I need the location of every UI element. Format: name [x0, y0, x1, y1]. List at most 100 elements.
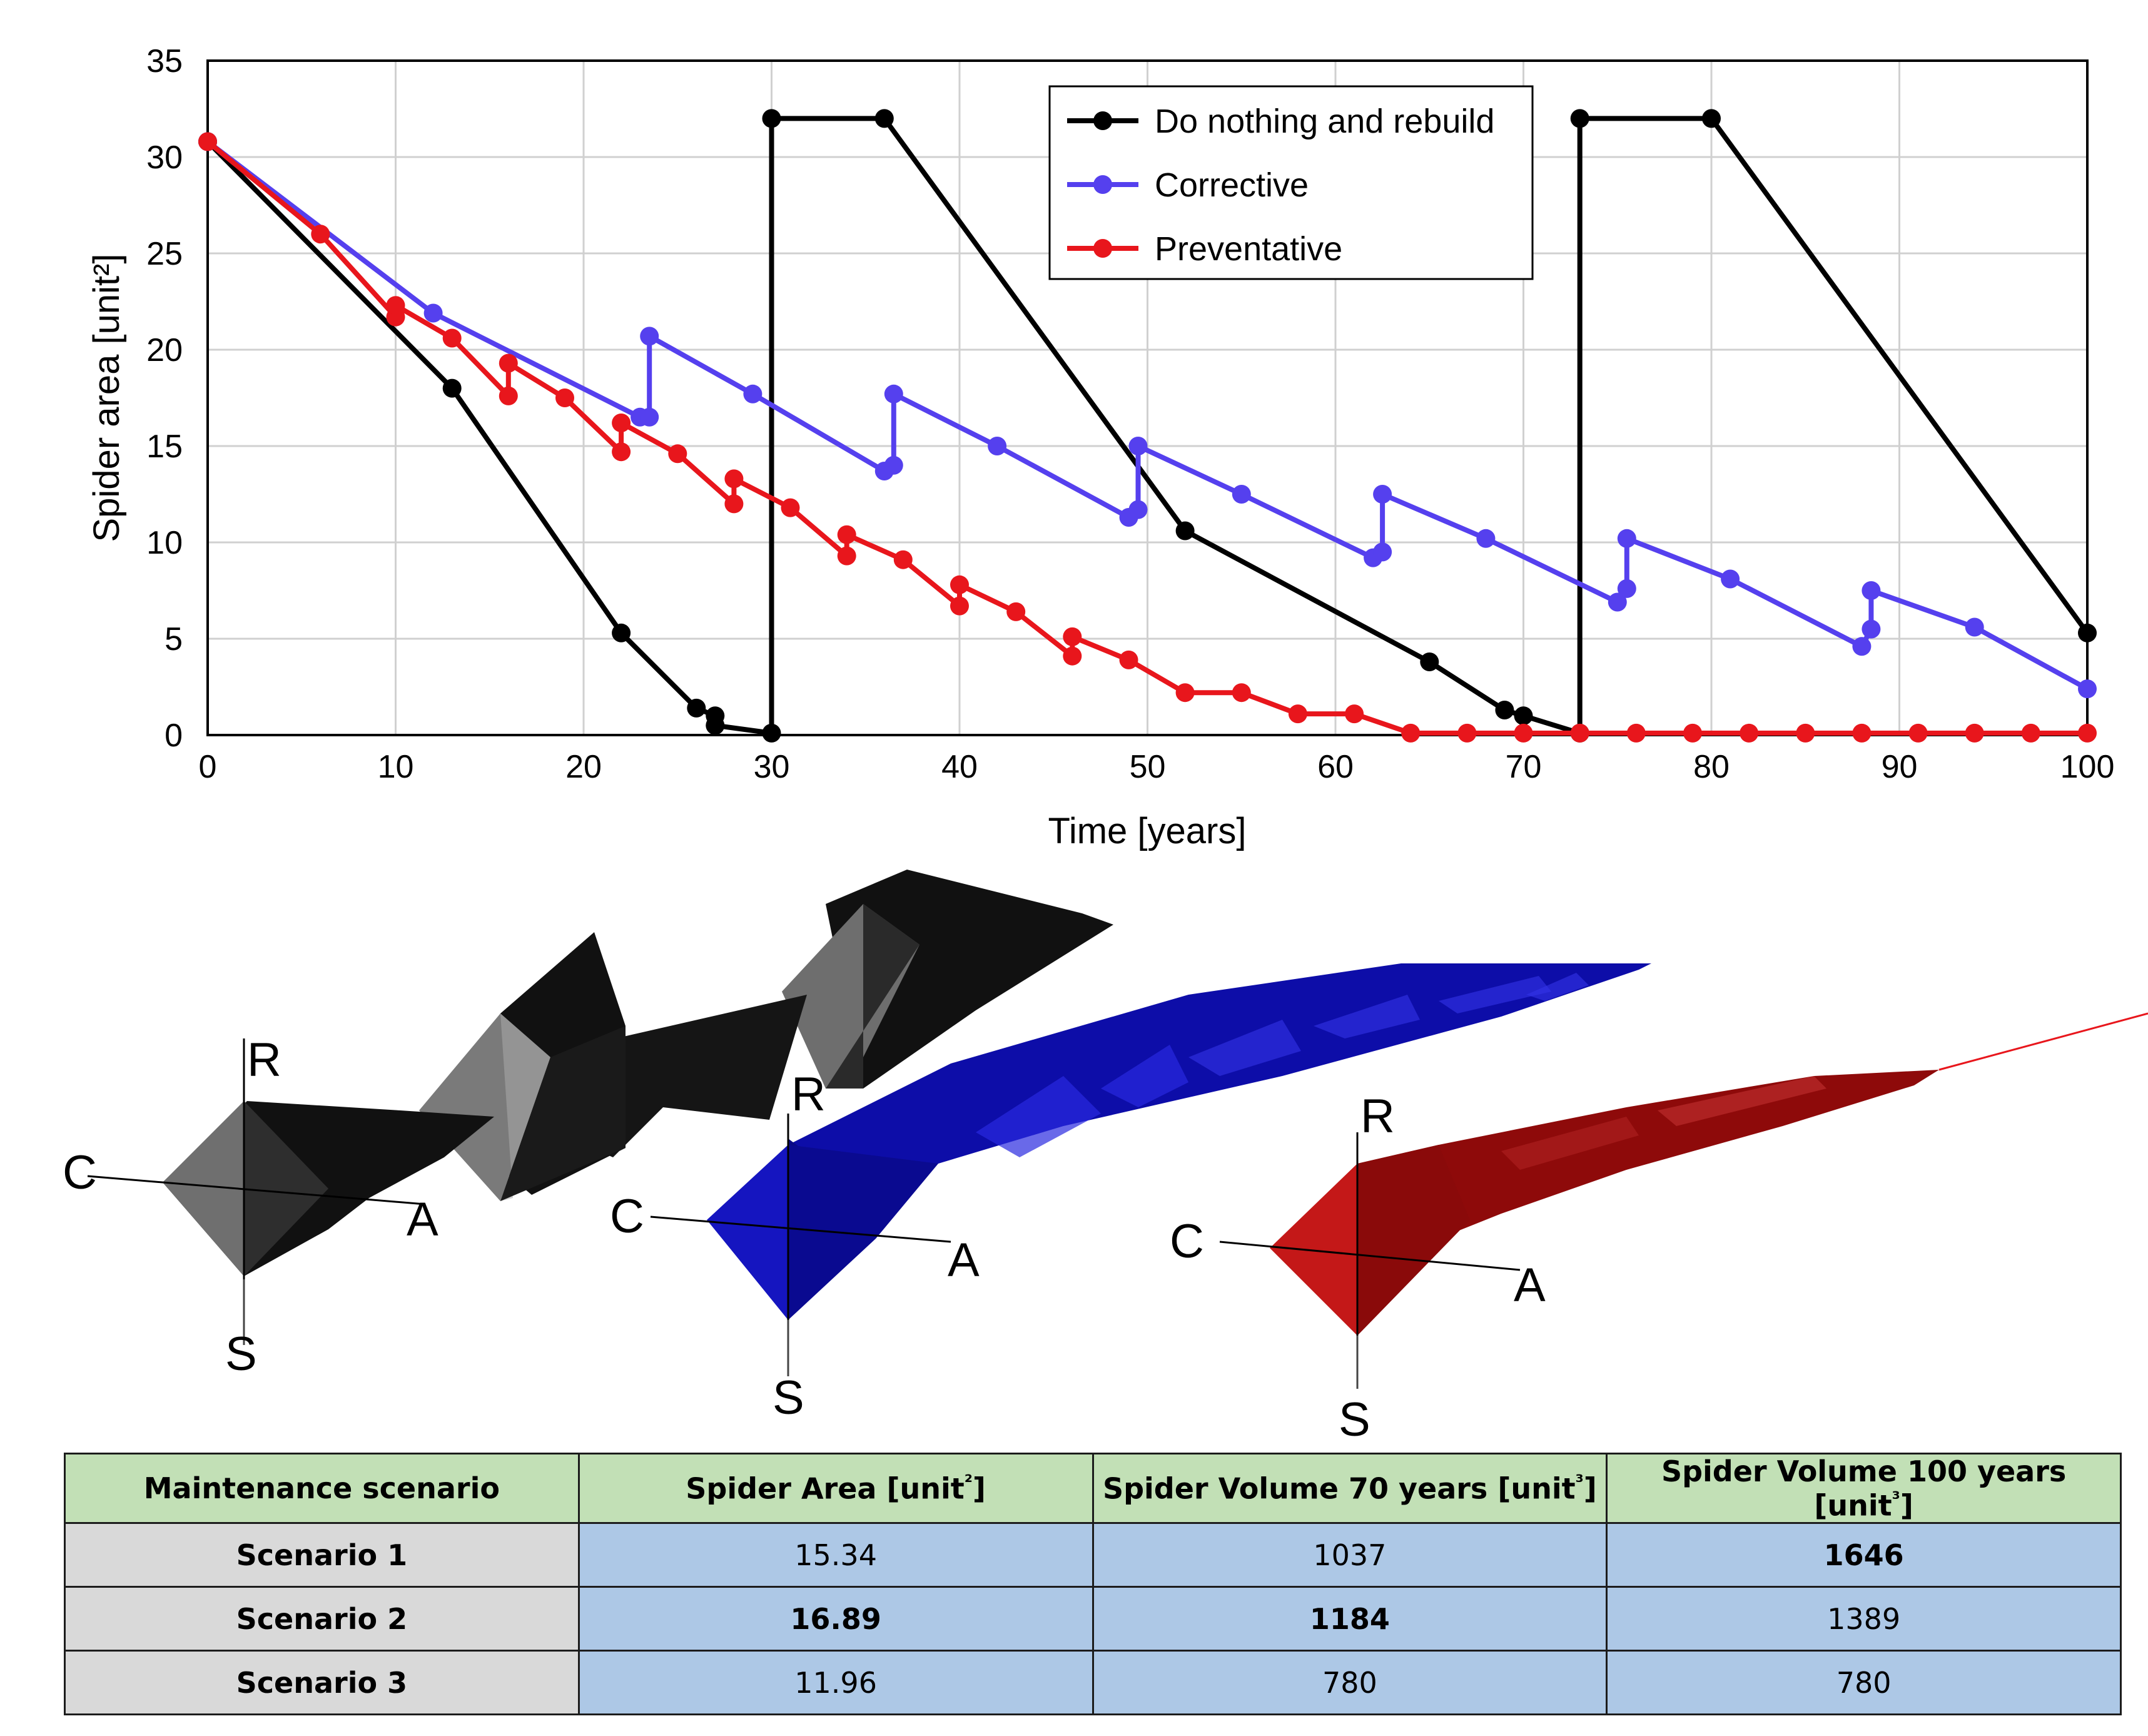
- axis-label-r: R: [1360, 1090, 1395, 1143]
- data-point: [1063, 627, 1082, 646]
- axis-label-a: A: [407, 1193, 438, 1246]
- header-maintenance-scenario: Maintenance scenario: [64, 1452, 580, 1525]
- spider-diagrams: R C A S R C A S R C A S: [63, 870, 2148, 1446]
- chart-tick-labels: 0 10 20 30 40 50 60 70 80 90 100 0 5 10 15 20 25 30 35: [146, 43, 2114, 785]
- data-point: [612, 623, 631, 642]
- legend-item: Preventative: [1067, 230, 1342, 268]
- legend-swatch-marker: [1093, 239, 1112, 258]
- data-point: [1683, 723, 1702, 743]
- data-point: [612, 442, 631, 462]
- data-point: [1514, 723, 1533, 743]
- table-row: Scenario 2 16.89 1184 1389: [64, 1586, 2122, 1652]
- x-tick-label: 0: [199, 749, 217, 785]
- x-tick-label: 50: [1130, 749, 1166, 785]
- data-point: [1617, 529, 1636, 548]
- data-point: [724, 494, 744, 514]
- data-point: [499, 386, 518, 405]
- x-axis-label: Time [years]: [1048, 811, 1247, 851]
- volume-100-cell: 1389: [1606, 1586, 2122, 1652]
- axis-label-s: S: [225, 1327, 257, 1381]
- y-axis-label: Spider area [unit²]: [86, 253, 127, 542]
- data-point: [668, 444, 687, 464]
- data-point: [1288, 704, 1307, 724]
- volume-70-cell: 1037: [1092, 1522, 1608, 1588]
- data-point: [1965, 723, 1984, 743]
- data-point: [1420, 652, 1439, 671]
- x-tick-label: 70: [1506, 749, 1542, 785]
- data-point: [1495, 701, 1514, 719]
- data-point: [442, 378, 462, 398]
- data-point: [1175, 683, 1195, 703]
- spider-diagram-preventative: R C A S: [1170, 1012, 2148, 1446]
- table-row: Scenario 1 15.34 1037 1646: [64, 1522, 2122, 1588]
- data-point: [612, 414, 631, 432]
- x-tick-label: 40: [941, 749, 978, 785]
- data-point: [743, 384, 762, 404]
- legend-item: Corrective: [1067, 166, 1309, 204]
- chart-series: [198, 109, 2097, 743]
- header-spider-area: Spider Area [unit²]: [577, 1452, 1094, 1525]
- data-point: [950, 575, 969, 594]
- data-point: [1175, 521, 1195, 541]
- data-point: [1232, 683, 1251, 703]
- data-point: [988, 437, 1007, 455]
- data-point: [781, 498, 800, 517]
- table-header-row: Maintenance scenario Spider Area [unit²]…: [64, 1452, 2122, 1525]
- y-tick-label: 25: [146, 236, 183, 272]
- plot-area-frame: [206, 59, 2089, 736]
- data-point: [1232, 485, 1251, 504]
- table-row: Scenario 3 11.96 780 780: [64, 1650, 2122, 1716]
- data-point: [311, 225, 330, 244]
- data-point: [423, 303, 443, 323]
- y-tick-label: 15: [146, 429, 183, 465]
- series-corrective: [198, 132, 2097, 699]
- data-point: [1608, 592, 1627, 612]
- data-point: [2078, 679, 2097, 699]
- scenario-cell: Scenario 1: [64, 1522, 580, 1588]
- axis-label-a: A: [1514, 1259, 1546, 1312]
- legend-item: Do nothing and rebuild: [1067, 103, 1494, 140]
- legend-label: Corrective: [1155, 166, 1309, 204]
- data-point: [1617, 579, 1636, 598]
- data-point: [706, 716, 725, 735]
- area-cell: 11.96: [577, 1650, 1094, 1716]
- data-point: [837, 546, 856, 566]
- data-point: [1373, 542, 1392, 562]
- y-tick-label: 0: [165, 718, 183, 754]
- data-point: [724, 469, 744, 489]
- y-tick-label: 20: [146, 332, 183, 368]
- y-tick-label: 35: [146, 43, 183, 79]
- legend-label: Preventative: [1155, 230, 1342, 268]
- scenario-cell: Scenario 2: [64, 1586, 580, 1652]
- axis-label-s: S: [773, 1371, 804, 1424]
- data-point: [198, 132, 217, 151]
- data-point: [1128, 437, 1148, 455]
- data-point: [1796, 723, 1815, 743]
- data-point: [2078, 623, 2097, 642]
- header-spider-volume-70: Spider Volume 70 years [unit³]: [1092, 1452, 1608, 1525]
- data-point: [687, 698, 706, 718]
- x-tick-label: 90: [1882, 749, 1918, 785]
- axis-label-c: C: [610, 1190, 644, 1243]
- data-point: [1119, 650, 1138, 669]
- data-point: [950, 596, 969, 616]
- data-point: [1128, 500, 1148, 519]
- data-point: [1740, 723, 1759, 743]
- area-cell: 16.89: [577, 1586, 1094, 1652]
- data-point: [1570, 723, 1589, 743]
- x-tick-label: 80: [1693, 749, 1730, 785]
- data-point: [1626, 723, 1646, 743]
- data-point: [499, 353, 518, 373]
- data-point: [884, 455, 903, 475]
- legend-swatch-marker: [1093, 175, 1112, 194]
- data-point: [1457, 723, 1477, 743]
- volume-100-cell: 1646: [1606, 1522, 2122, 1588]
- axis-label-a: A: [948, 1234, 980, 1287]
- data-point: [1063, 646, 1082, 666]
- data-point: [1965, 617, 1984, 637]
- spider-diagram-do-nothing: R C A S: [63, 870, 1113, 1381]
- data-point: [640, 327, 659, 346]
- y-tick-label: 10: [146, 525, 183, 561]
- volume-70-cell: 780: [1092, 1650, 1608, 1716]
- data-point: [1006, 602, 1026, 621]
